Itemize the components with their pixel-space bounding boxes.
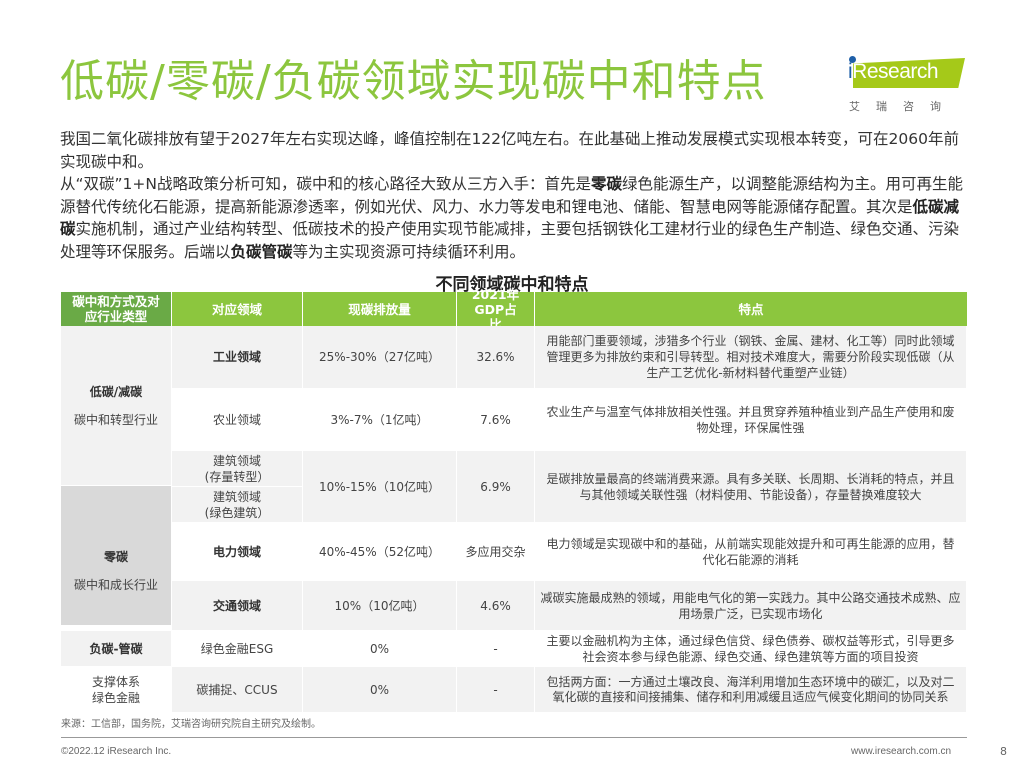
- intro-paragraph-1: 我国二氧化碳排放有望于2027年左右实现达峰，峰值控制在122亿吨左右。在此基础…: [60, 130, 959, 171]
- copyright: ©2022.12 iResearch Inc.: [61, 746, 172, 757]
- row-agriculture-feature: 农业生产与温室气体排放相关性强。并且贯穿养殖种植业到产品生产使用和废物处理，环保…: [535, 389, 967, 451]
- logo-brand-text: iResearch: [848, 60, 939, 83]
- row-industry-gdp: 32.6%: [457, 326, 535, 389]
- row-agriculture-gdp: 7.6%: [457, 389, 535, 451]
- row-building-green-field: 建筑领域 (绿色建筑）: [172, 487, 303, 523]
- row-transport-feature: 减碳实施最成熟的领域，用能电气化的第一实践力。其中公路交通技术成熟、应用场景广泛…: [535, 581, 967, 631]
- logo-dot-icon: [849, 56, 856, 63]
- row-ccus-emission: 0%: [303, 667, 457, 713]
- page-title: 低碳/零碳/负碳领域实现碳中和特点: [60, 56, 767, 107]
- table-title: 不同领域碳中和特点: [435, 275, 589, 295]
- row-agriculture-field: 农业领域: [172, 389, 303, 451]
- header-field: 对应领域: [172, 292, 303, 326]
- page-number: 8: [1000, 745, 1007, 758]
- logo-cn-text: 艾瑞咨询: [849, 100, 957, 113]
- row-power-field: 电力领域: [172, 523, 303, 581]
- row-building-gdp: 6.9%: [457, 451, 535, 523]
- row-esg-emission: 0%: [303, 631, 457, 667]
- logo-flag-shape: [853, 58, 965, 88]
- row-power-gdp: 多应用交杂: [457, 523, 535, 581]
- website-link[interactable]: www.iresearch.com.cn: [851, 746, 952, 757]
- row-ccus-field: 碳捕捉、CCUS: [172, 667, 303, 713]
- row-transport-gdp: 4.6%: [457, 581, 535, 631]
- row-building-emission: 10%-15%（10亿吨）: [303, 451, 457, 523]
- row-industry-field: 工业领域: [172, 326, 303, 389]
- intro-paragraph-2: 从“双碳”1+N战略政策分析可知，碳中和的核心路径大致从三方入手：首先是零碳绿色…: [60, 175, 964, 261]
- highlight-zero-carbon: 零碳: [591, 175, 623, 193]
- table-header-row: 碳中和方式及对应行业类型 对应领域 现碳排放量 2021年GDP占比 特点: [61, 287, 967, 332]
- row-esg-gdp: -: [457, 631, 535, 667]
- header-type: 碳中和方式及对应行业类型: [61, 292, 172, 326]
- highlight-low-carbon: 低碳减碳: [60, 197, 960, 239]
- row-ccus-feature: 包括两方面：一方通过土壤改良、海洋利用增加生态环境中的碳汇，以及对二氧化碳的直接…: [535, 667, 967, 713]
- highlight-negative-carbon: 负碳管碳: [230, 242, 293, 261]
- row-power-emission: 40%-45%（52亿吨）: [303, 523, 457, 581]
- row-power-feature: 电力领域是实现碳中和的基础，从前端实现能效提升和可再生能源的应用，替代化石能源的…: [535, 523, 967, 581]
- row-building-stock-field: 建筑领域 (存量转型）: [172, 451, 303, 487]
- header-emission: 现碳排放量: [303, 292, 457, 326]
- intro-text: 我国二氧化碳排放有望于2027年左右实现达峰，峰值控制在122亿吨左右。在此基础…: [60, 128, 970, 263]
- group-low-carbon: 低碳/减碳 碳中和转型行业: [61, 326, 172, 486]
- row-industry-emission: 25%-30%（27亿吨）: [303, 326, 457, 389]
- group-negative-carbon-sub: 支撑体系 绿色金融: [61, 667, 172, 713]
- footer-divider: [61, 737, 967, 738]
- row-esg-feature: 主要以金融机构为主体，通过绿色信贷、绿色债券、碳权益等形式，引导更多社会资本参与…: [535, 631, 967, 667]
- group-negative-carbon: 负碳-管碳: [61, 631, 172, 667]
- header-gdp: 2021年GDP占比: [457, 287, 535, 332]
- iresearch-logo: iResearch 艾瑞咨询: [843, 50, 973, 120]
- row-ccus-gdp: -: [457, 667, 535, 713]
- row-transport-field: 交通领域: [172, 581, 303, 631]
- header-feature: 特点: [535, 292, 967, 326]
- features-table: 碳中和方式及对应行业类型 对应领域 现碳排放量 2021年GDP占比 特点 低碳…: [61, 287, 967, 713]
- row-industry-feature: 用能部门重要领域，涉猎多个行业（钢铁、金属、建材、化工等）同时此领域管理更多为排…: [535, 326, 967, 389]
- row-transport-emission: 10%（10亿吨）: [303, 581, 457, 631]
- source-note: 来源：工信部，国务院，艾瑞咨询研究院自主研究及绘制。: [61, 719, 321, 730]
- row-agriculture-emission: 3%-7%（1亿吨）: [303, 389, 457, 451]
- group-zero-carbon: 零碳 碳中和成长行业: [61, 486, 172, 626]
- row-esg-field: 绿色金融ESG: [172, 631, 303, 667]
- row-building-feature: 是碳排放量最高的终端消费来源。具有多关联、长周期、长消耗的特点，并且与其他领域关…: [535, 451, 967, 523]
